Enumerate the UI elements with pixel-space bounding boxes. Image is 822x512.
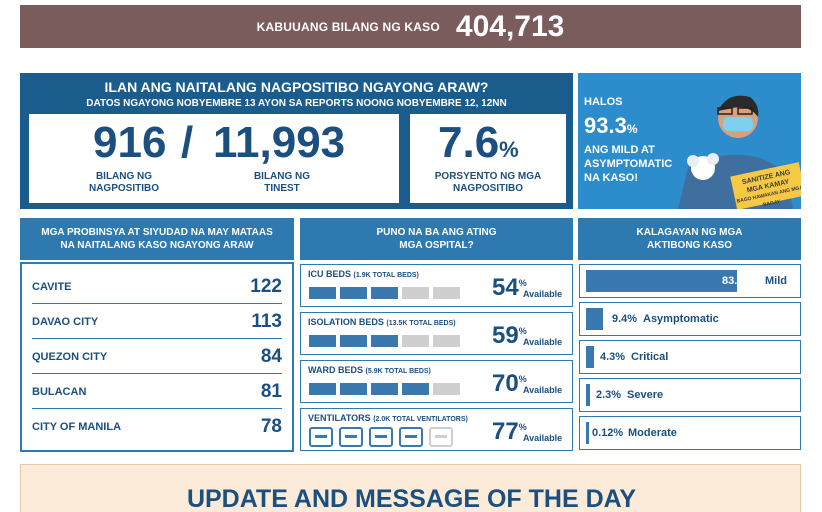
capacity-bar-segment (433, 335, 460, 347)
active-row-mild: 83.9% Mild (579, 264, 801, 298)
list-item: BULACAN 81 (32, 375, 282, 409)
status-fill-bar (586, 346, 594, 368)
capacity-bars (309, 335, 460, 347)
halos-text: HALOS (584, 96, 623, 108)
icu-beds-card: ICU BEDS (1.9K TOTAL BEDS) 54% Available (300, 264, 573, 307)
tested-count: 11,993 (213, 118, 346, 167)
ventilator-icon (309, 427, 333, 447)
slash-divider: / (181, 118, 194, 167)
positive-label: BILANG NG NAGPOSITIBO (88, 171, 159, 194)
capacity-bar-segment (402, 287, 429, 299)
status-fill-bar (586, 422, 589, 444)
update-banner: UPDATE AND MESSAGE OF THE DAY (20, 464, 801, 512)
ward-beds-card: WARD BEDS (5.9K TOTAL BEDS) 70% Availabl… (300, 360, 573, 403)
positivity-rate-label: PORSYENTO NG MGA NAGPOSITIBO (434, 171, 542, 194)
active-row-severe: 2.3% Severe (579, 378, 801, 412)
capacity-bar-segment (340, 287, 367, 299)
ventilators-card: VENTILATORS (2.0K TOTAL VENTILATORS) 77%… (300, 408, 573, 451)
provinces-header: MGA PROBINSYA AT SIYUDAD NA MAY MATAAS N… (20, 218, 294, 260)
positivity-rate-box: 7.6% PORSYENTO NG MGA NAGPOSITIBO (410, 114, 566, 203)
ventilator-icon (369, 427, 393, 447)
ventilator-icon (399, 427, 423, 447)
active-row-asymptomatic: 9.4% Asymptomatic (579, 302, 801, 336)
active-cases-list: 83.9% Mild 9.4% Asymptomatic 4.3% Critic… (579, 264, 801, 454)
capacity-bar-segment (402, 335, 429, 347)
active-cases-header: KALAGAYAN NG MGA AKTIBONG KASO (578, 218, 801, 260)
capacity-bar-segment (340, 383, 367, 395)
positive-tested-box: 916 / 11,993 BILANG NG NAGPOSITIBO BILAN… (29, 114, 399, 203)
mild-asymptomatic-banner: HALOS 93.3% ANG MILD AT ASYMPTOMATIC NA … (578, 73, 801, 209)
positives-title: ILAN ANG NAITALANG NAGPOSITIBO NGAYONG A… (104, 79, 489, 95)
capacity-bars (309, 383, 460, 395)
positives-panel: ILAN ANG NAITALANG NAGPOSITIBO NGAYONG A… (20, 73, 573, 209)
status-fill-bar (586, 384, 590, 406)
total-cases-value: 404,713 (455, 9, 565, 43)
mild-percent: 93.3% (584, 113, 638, 138)
hospital-capacity-list: ICU BEDS (1.9K TOTAL BEDS) 54% Available… (300, 264, 573, 454)
capacity-bar-segment (402, 383, 429, 395)
mild-text: ANG MILD AT ASYMPTOMATIC NA KASO! (584, 144, 673, 184)
total-cases-label: KABUUANG BILANG NG KASO (256, 19, 440, 34)
capacity-bar-segment (340, 335, 367, 347)
list-item: QUEZON CITY 84 (32, 340, 282, 374)
status-fill-bar (586, 308, 603, 330)
capacity-bar-segment (433, 383, 460, 395)
ventilator-icons (309, 427, 453, 447)
capacity-bar-segment (309, 287, 336, 299)
positive-count: 916 (93, 118, 167, 167)
capacity-bars (309, 287, 460, 299)
tested-label: BILANG NG TINEST (253, 171, 311, 194)
positives-subtitle: DATOS NGAYONG NOBYEMBRE 13 AYON SA REPOR… (86, 98, 507, 109)
list-item: CAVITE 122 (32, 270, 282, 304)
active-row-moderate: 0.12% Moderate (579, 416, 801, 450)
provinces-list: CAVITE 122 DAVAO CITY 113 QUEZON CITY 84… (20, 262, 294, 452)
total-cases-band: KABUUANG BILANG NG KASO 404,713 (20, 5, 801, 48)
capacity-bar-segment (371, 383, 398, 395)
capacity-bar-segment (371, 287, 398, 299)
isolation-beds-card: ISOLATION BEDS (13.5K TOTAL BEDS) 59% Av… (300, 312, 573, 355)
capacity-bar-segment (371, 335, 398, 347)
active-row-critical: 4.3% Critical (579, 340, 801, 374)
capacity-bar-segment (309, 383, 336, 395)
capacity-bar-segment (433, 287, 460, 299)
list-item: CITY OF MANILA 78 (32, 416, 282, 437)
capacity-bar-segment (309, 335, 336, 347)
ventilator-icon (339, 427, 363, 447)
positivity-rate-value: 7.6% (438, 118, 519, 167)
list-item: DAVAO CITY 113 (32, 305, 282, 339)
ventilator-icon (429, 427, 453, 447)
status-fill-bar (586, 270, 737, 292)
update-title: UPDATE AND MESSAGE OF THE DAY (186, 485, 637, 512)
hospitals-header: PUNO NA BA ANG ATING MGA OSPITAL? (300, 218, 573, 260)
